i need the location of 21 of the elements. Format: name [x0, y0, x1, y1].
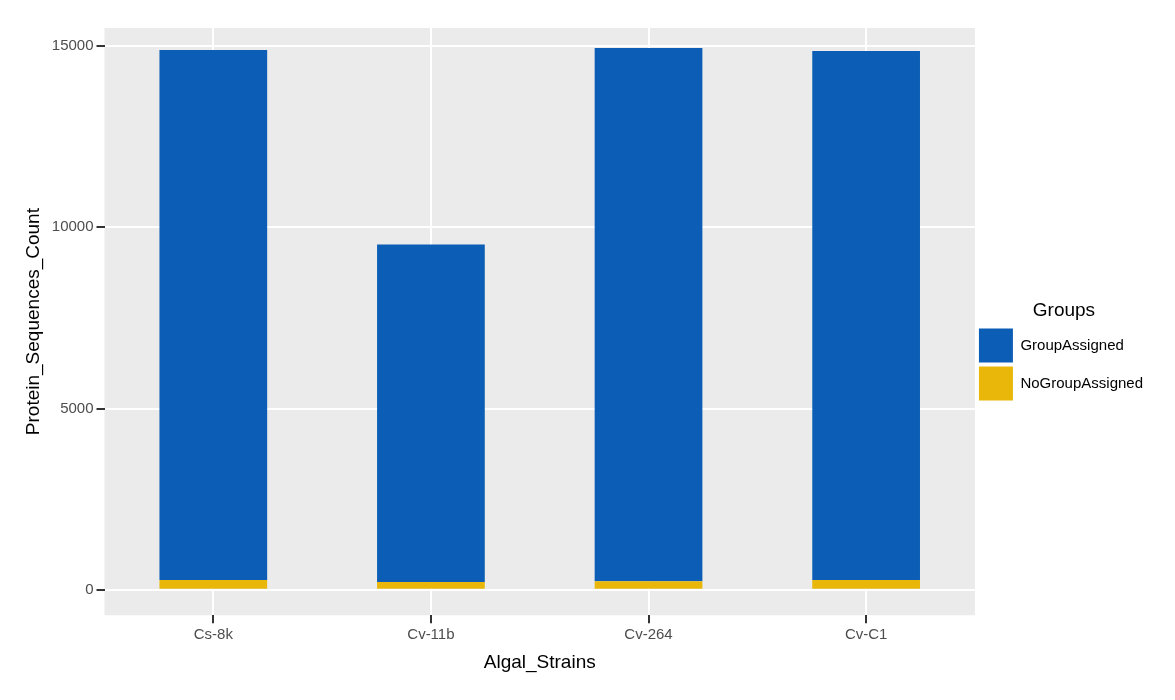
x-tick-label: Cv-11b [407, 625, 455, 643]
legend-label: NoGroupAssigned [1020, 373, 1144, 391]
x-axis-title: Algal_Strains [483, 650, 596, 673]
bar [594, 48, 703, 582]
y-axis-title: Protein_Sequences_Count [21, 207, 44, 436]
legend-title: Groups [1032, 299, 1096, 321]
bar [377, 244, 485, 583]
bar [377, 582, 485, 589]
x-tick-label: Cv-C1 [844, 625, 888, 643]
bar [159, 50, 268, 581]
y-tick-label: 10000 [51, 217, 94, 235]
x-tick-label: Cv-264 [624, 625, 673, 643]
bar [812, 580, 920, 589]
bar [812, 51, 920, 581]
bar [594, 581, 703, 589]
x-tick-label: Cs-8k [193, 625, 234, 643]
bar [159, 580, 268, 589]
y-tick-label: 15000 [51, 36, 94, 54]
legend-label: GroupAssigned [1020, 335, 1124, 353]
y-tick-label: 0 [85, 579, 94, 597]
y-tick-label: 5000 [60, 398, 94, 416]
